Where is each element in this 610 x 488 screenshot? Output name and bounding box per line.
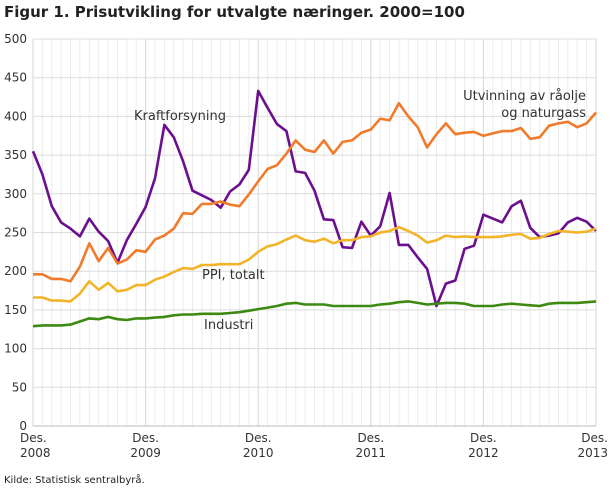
- y-tick-label: 100: [4, 342, 27, 356]
- series-lines: [31, 89, 597, 328]
- x-tick-label: Des.: [581, 431, 608, 445]
- x-tick-label: 2009: [130, 446, 161, 460]
- series-line-ppi-totalt: [33, 225, 597, 303]
- x-tick-label: Des.: [132, 431, 159, 445]
- x-tick-label: 2011: [356, 446, 387, 460]
- series-label: Industri: [204, 318, 253, 333]
- x-tick-label: 2013: [577, 446, 608, 460]
- x-tick-label: 2012: [468, 446, 499, 460]
- series-label: Utvinning av råolje: [463, 89, 586, 104]
- grid: [32, 38, 597, 427]
- y-tick-label: 150: [4, 303, 27, 317]
- y-axis: 0 50 100 150 200 250 300 350 400 450 500: [4, 32, 27, 433]
- y-tick-label: 50: [12, 380, 27, 394]
- series-label: PPI, totalt: [202, 268, 265, 283]
- x-tick-label: Des.: [245, 431, 272, 445]
- chart-title: Figur 1. Prisutvikling for utvalgte næri…: [4, 3, 465, 21]
- y-tick-label: 500: [4, 32, 27, 46]
- x-tick-label: 2008: [20, 446, 51, 460]
- source-note: Kilde: Statistisk sentralbyrå.: [4, 473, 145, 486]
- x-tick-label: Des.: [470, 431, 497, 445]
- y-tick-label: 300: [4, 187, 27, 201]
- y-tick-label: 0: [19, 419, 27, 433]
- series-label: Kraftforsyning: [134, 109, 226, 124]
- y-tick-label: 250: [4, 226, 27, 240]
- y-tick-label: 400: [4, 109, 27, 123]
- x-axis: Des.2008Des.2009Des.2010Des.2011Des.2012…: [20, 431, 608, 460]
- x-tick-label: Des.: [20, 431, 47, 445]
- y-tick-label: 450: [4, 71, 27, 85]
- x-tick-label: 2010: [243, 446, 274, 460]
- y-tick-label: 200: [4, 264, 27, 278]
- series-labels: Kraftforsyning Utvinning av råolje og natu…: [134, 89, 586, 333]
- series-line-industri: [32, 300, 597, 328]
- series-line-utvinning-av-r-olje-og-naturgass: [33, 101, 597, 283]
- series-label: og naturgass: [501, 106, 586, 121]
- x-tick-label: Des.: [357, 431, 384, 445]
- y-tick-label: 350: [4, 148, 27, 162]
- series-line-kraftforsyning: [31, 89, 597, 308]
